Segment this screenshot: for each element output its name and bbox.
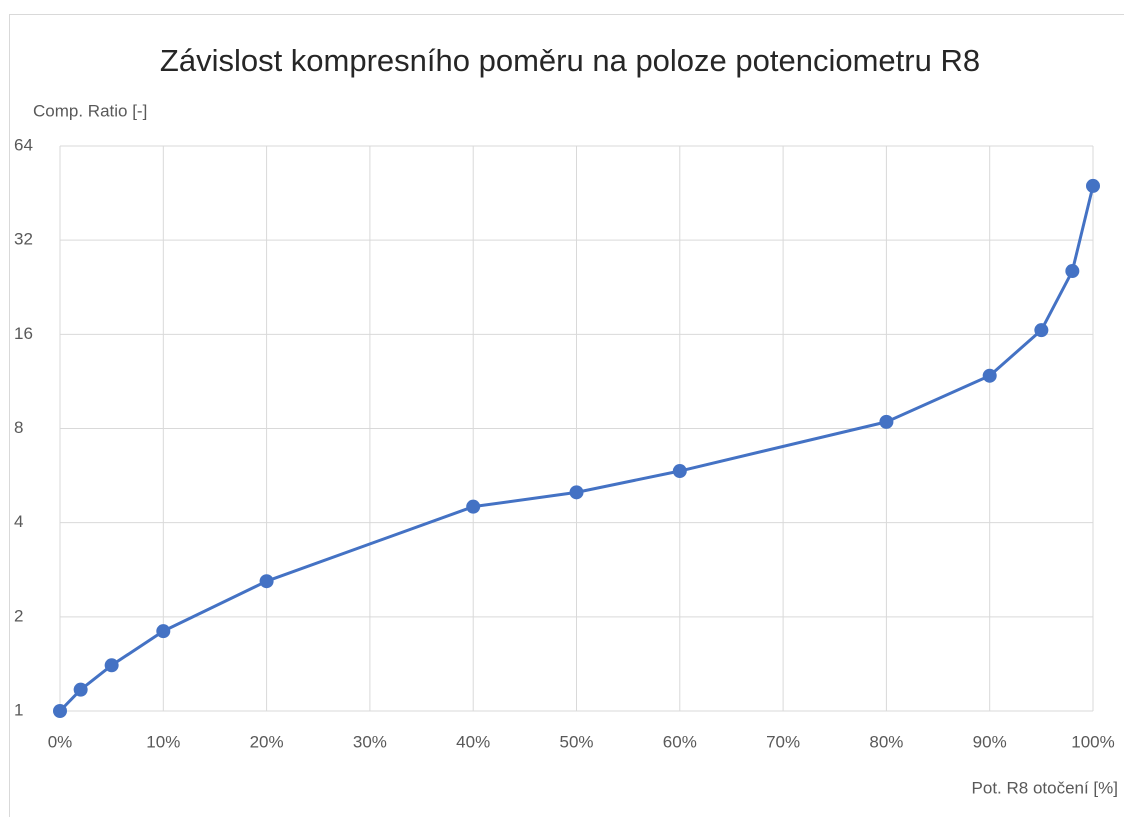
y-axis-label: Comp. Ratio [-] [33,101,147,120]
data-point [879,414,894,429]
x-tick-label: 0% [48,732,73,751]
x-tick-label: 30% [353,732,387,751]
data-point [466,499,481,514]
y-tick-label: 64 [14,135,33,154]
chart-title: Závislost kompresního poměru na poloze p… [159,43,981,78]
y-tick-label: 16 [14,324,33,343]
data-point [73,682,88,697]
x-tick-label: 60% [663,732,697,751]
x-tick-label: 50% [559,732,593,751]
data-point [672,464,687,479]
x-tick-label: 100% [1071,732,1114,751]
data-point [569,485,584,500]
x-tick-label: 90% [973,732,1007,751]
y-tick-label: 2 [14,606,23,625]
x-axis-label: Pot. R8 otočení [%] [972,778,1118,797]
data-point [1065,264,1080,279]
x-tick-label: 70% [766,732,800,751]
y-tick-label: 32 [14,230,33,249]
x-tick-label: 20% [250,732,284,751]
y-tick-label: 4 [14,512,23,531]
data-point [1034,323,1049,338]
x-tick-label: 80% [869,732,903,751]
x-tick-label: 10% [146,732,180,751]
data-point [156,624,171,639]
data-point [259,574,274,589]
data-point [1086,178,1100,193]
data-point [982,368,997,383]
y-tick-label: 1 [14,700,23,719]
data-point [53,704,67,718]
data-point [104,658,119,673]
y-tick-label: 8 [14,418,23,437]
chart-border [9,14,1124,817]
x-tick-label: 40% [456,732,490,751]
